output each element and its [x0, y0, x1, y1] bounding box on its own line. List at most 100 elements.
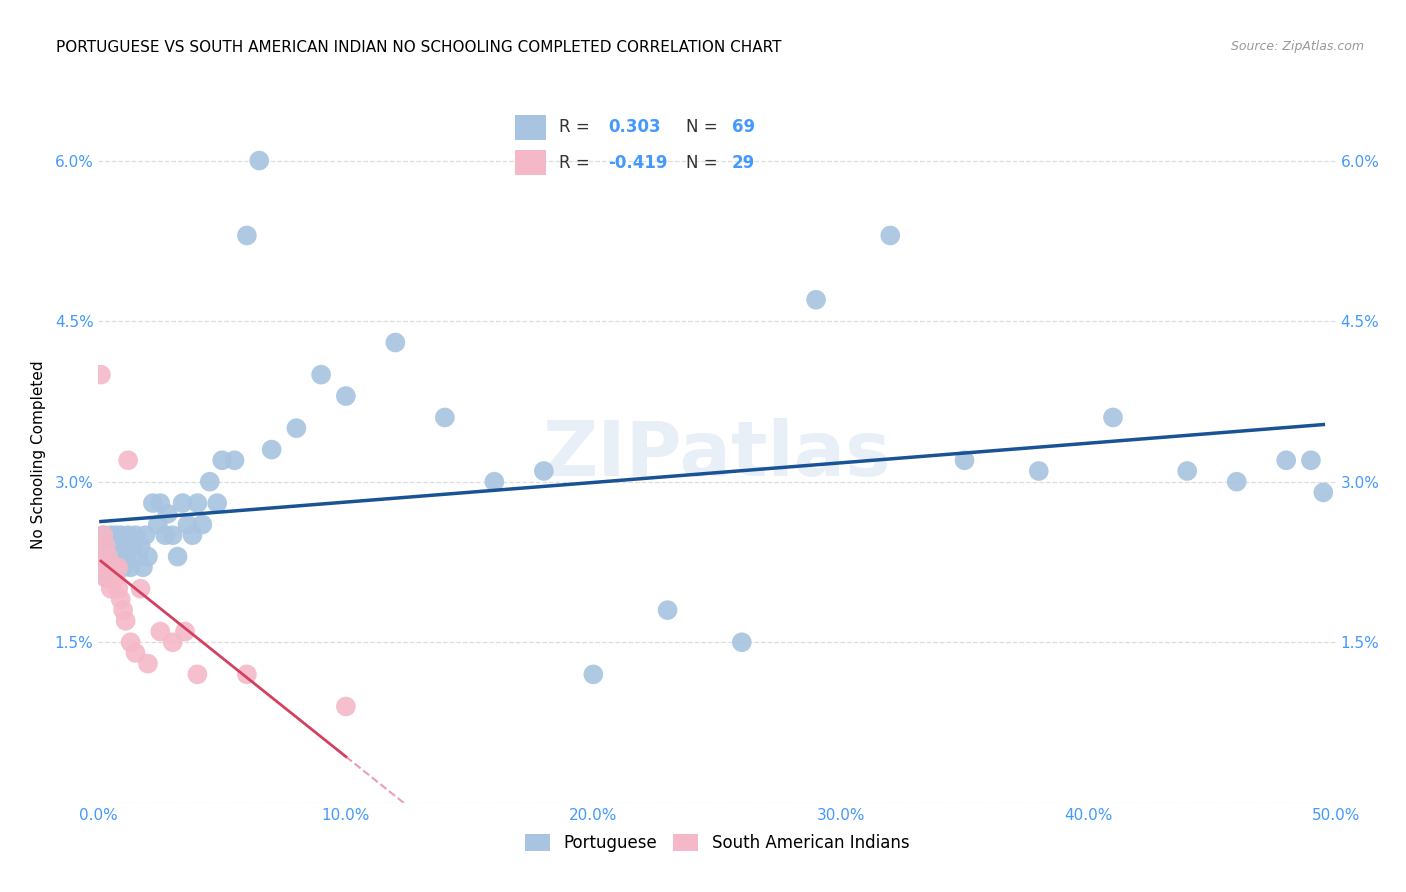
Text: R =: R = [558, 153, 595, 172]
Point [112, 603, 135, 617]
Point [129, 582, 152, 596]
Point [309, 368, 332, 382]
Point [114, 549, 136, 564]
Point [236, 228, 259, 243]
Point [97, 549, 120, 564]
Point [103, 560, 125, 574]
Point [112, 560, 135, 574]
Point [94, 539, 117, 553]
Text: ZIPatlas: ZIPatlas [543, 418, 891, 491]
Point [136, 657, 159, 671]
Point [97, 549, 120, 564]
Point [1028, 464, 1050, 478]
Point [186, 496, 208, 510]
Point [117, 453, 139, 467]
Point [107, 560, 129, 574]
Point [104, 528, 127, 542]
Text: N =: N = [686, 153, 723, 172]
Point [162, 635, 184, 649]
Point [97, 571, 120, 585]
Point [134, 528, 156, 542]
Point [100, 571, 122, 585]
Point [533, 464, 555, 478]
Point [94, 560, 117, 574]
Point [90, 549, 112, 564]
Point [107, 582, 129, 596]
Point [90, 560, 112, 574]
Point [1102, 410, 1125, 425]
Text: 0.303: 0.303 [609, 118, 661, 136]
Point [93, 528, 115, 542]
Point [1226, 475, 1249, 489]
Text: R =: R = [558, 118, 595, 136]
Point [136, 549, 159, 564]
Point [94, 539, 117, 553]
Point [124, 646, 146, 660]
Point [155, 528, 177, 542]
Point [335, 389, 357, 403]
Text: PORTUGUESE VS SOUTH AMERICAN INDIAN NO SCHOOLING COMPLETED CORRELATION CHART: PORTUGUESE VS SOUTH AMERICAN INDIAN NO S… [56, 40, 782, 55]
Point [129, 539, 152, 553]
Point [146, 517, 169, 532]
Point [117, 528, 139, 542]
Point [112, 539, 135, 553]
Point [181, 528, 204, 542]
Point [1312, 485, 1334, 500]
Point [100, 582, 122, 596]
Point [236, 667, 259, 681]
Point [174, 624, 197, 639]
Point [879, 228, 901, 243]
Point [93, 560, 115, 574]
Point [104, 571, 127, 585]
Point [953, 453, 976, 467]
Point [90, 368, 112, 382]
Point [120, 560, 142, 574]
Point [124, 528, 146, 542]
Point [176, 517, 198, 532]
Point [433, 410, 456, 425]
Point [94, 571, 117, 585]
Text: Source: ZipAtlas.com: Source: ZipAtlas.com [1230, 40, 1364, 54]
Point [127, 549, 149, 564]
Point [107, 539, 129, 553]
Point [107, 560, 129, 574]
Point [97, 560, 120, 574]
Point [114, 614, 136, 628]
FancyBboxPatch shape [516, 114, 547, 140]
Text: N =: N = [686, 118, 723, 136]
Point [211, 453, 233, 467]
Point [247, 153, 270, 168]
Point [198, 475, 221, 489]
Point [90, 560, 112, 574]
Point [582, 667, 605, 681]
Point [142, 496, 165, 510]
FancyBboxPatch shape [516, 150, 547, 175]
Point [120, 635, 142, 649]
Point [93, 528, 115, 542]
Point [1275, 453, 1298, 467]
Point [804, 293, 827, 307]
Point [90, 539, 112, 553]
Point [1299, 453, 1322, 467]
Point [103, 539, 125, 553]
Point [156, 507, 179, 521]
Point [1175, 464, 1198, 478]
Point [122, 539, 145, 553]
Text: 29: 29 [733, 153, 755, 172]
Legend: Portuguese, South American Indians: Portuguese, South American Indians [516, 826, 918, 861]
Point [731, 635, 754, 649]
Point [132, 560, 155, 574]
Point [166, 549, 188, 564]
Point [205, 496, 228, 510]
Point [335, 699, 357, 714]
Point [172, 496, 194, 510]
Text: -0.419: -0.419 [609, 153, 668, 172]
Point [186, 667, 208, 681]
Point [384, 335, 406, 350]
Point [104, 549, 127, 564]
Point [110, 549, 132, 564]
Y-axis label: No Schooling Completed: No Schooling Completed [31, 360, 46, 549]
Point [260, 442, 283, 457]
Point [110, 528, 132, 542]
Point [100, 560, 122, 574]
